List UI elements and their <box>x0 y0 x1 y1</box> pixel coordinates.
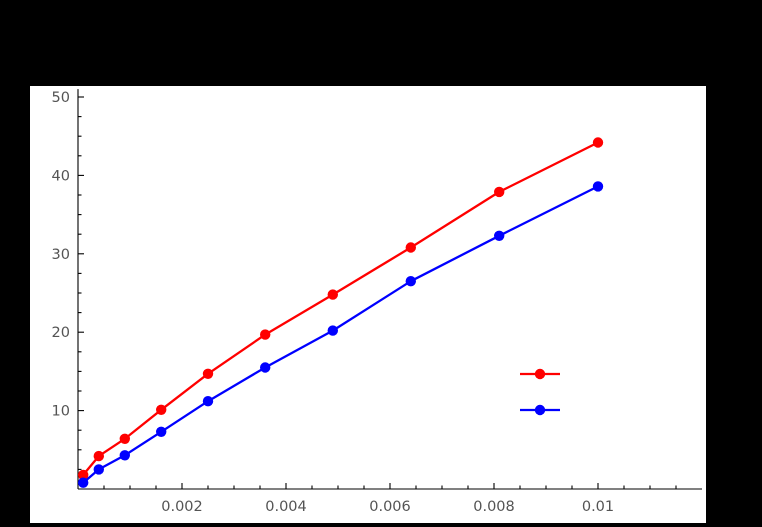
x-tick-label: 0.002 <box>161 499 203 515</box>
x-tick-label: 0.006 <box>369 499 411 515</box>
blue-series-marker <box>405 276 416 287</box>
red-series-marker <box>327 289 338 300</box>
blue-series-marker <box>260 362 271 373</box>
y-tick-label: 40 <box>52 168 70 184</box>
blue-series-marker <box>93 464 105 475</box>
plot-background <box>30 86 706 523</box>
blue-series-marker <box>494 230 505 241</box>
x-tick-label: 0.01 <box>582 499 614 515</box>
legend-swatch-marker <box>534 368 546 380</box>
legend <box>520 368 560 416</box>
red-series-line <box>82 141 600 477</box>
red-series-marker <box>405 242 416 253</box>
red-series-marker <box>202 368 214 379</box>
x-tick-label: 0.008 <box>473 499 515 515</box>
y-tick-label: 10 <box>52 404 70 420</box>
red-series-marker <box>93 450 105 462</box>
x-tick-label: 0.004 <box>265 499 307 515</box>
red-series-marker <box>156 404 167 415</box>
y-tick-label: 30 <box>52 247 70 263</box>
red-series-marker <box>494 186 505 198</box>
y-tick-label: 20 <box>52 325 70 341</box>
red-series-marker <box>78 469 89 481</box>
blue-series-marker <box>592 181 604 192</box>
red-series-marker <box>260 329 271 340</box>
blue-series-marker <box>327 325 338 336</box>
red-series-marker <box>592 137 604 148</box>
legend-swatch-marker <box>534 404 546 416</box>
blue-series-marker <box>156 426 167 437</box>
blue-series-marker <box>78 477 89 488</box>
y-tick-label: 50 <box>52 90 70 106</box>
blue-series-marker <box>202 396 214 407</box>
blue-series-marker <box>119 450 130 461</box>
blue-series-line <box>82 185 600 484</box>
red-series-marker <box>119 433 130 444</box>
